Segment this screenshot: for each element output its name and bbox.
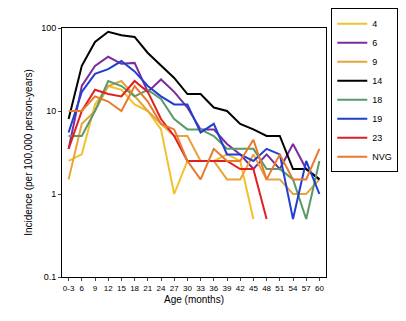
svg-text:36: 36 (209, 284, 218, 293)
svg-text:12: 12 (104, 284, 113, 293)
svg-text:1: 1 (51, 189, 56, 199)
svg-text:57: 57 (302, 284, 311, 293)
svg-text:NVG: NVG (372, 152, 392, 162)
svg-text:48: 48 (262, 284, 271, 293)
svg-text:Age (months): Age (months) (164, 294, 224, 305)
svg-text:21: 21 (143, 284, 152, 293)
svg-text:23: 23 (372, 133, 382, 143)
svg-text:0.1: 0.1 (44, 272, 57, 282)
svg-text:24: 24 (157, 284, 166, 293)
svg-text:60: 60 (315, 284, 324, 293)
svg-text:54: 54 (289, 284, 298, 293)
svg-text:45: 45 (249, 284, 258, 293)
svg-text:51: 51 (275, 284, 284, 293)
svg-text:Incidence (per 100,000 person-: Incidence (per 100,000 person-years) (23, 69, 34, 236)
svg-text:14: 14 (372, 76, 382, 86)
svg-text:18: 18 (130, 284, 139, 293)
svg-text:18: 18 (372, 95, 382, 105)
svg-text:0-3: 0-3 (63, 284, 75, 293)
svg-text:100: 100 (41, 23, 56, 33)
svg-text:9: 9 (372, 57, 377, 67)
svg-text:39: 39 (223, 284, 232, 293)
svg-text:6: 6 (80, 284, 85, 293)
svg-text:42: 42 (236, 284, 245, 293)
svg-text:15: 15 (117, 284, 126, 293)
svg-text:9: 9 (93, 284, 98, 293)
svg-text:30: 30 (183, 284, 192, 293)
svg-text:6: 6 (372, 38, 377, 48)
svg-text:19: 19 (372, 114, 382, 124)
svg-text:4: 4 (372, 19, 377, 29)
svg-text:33: 33 (196, 284, 205, 293)
svg-text:27: 27 (170, 284, 179, 293)
svg-text:10: 10 (46, 106, 56, 116)
